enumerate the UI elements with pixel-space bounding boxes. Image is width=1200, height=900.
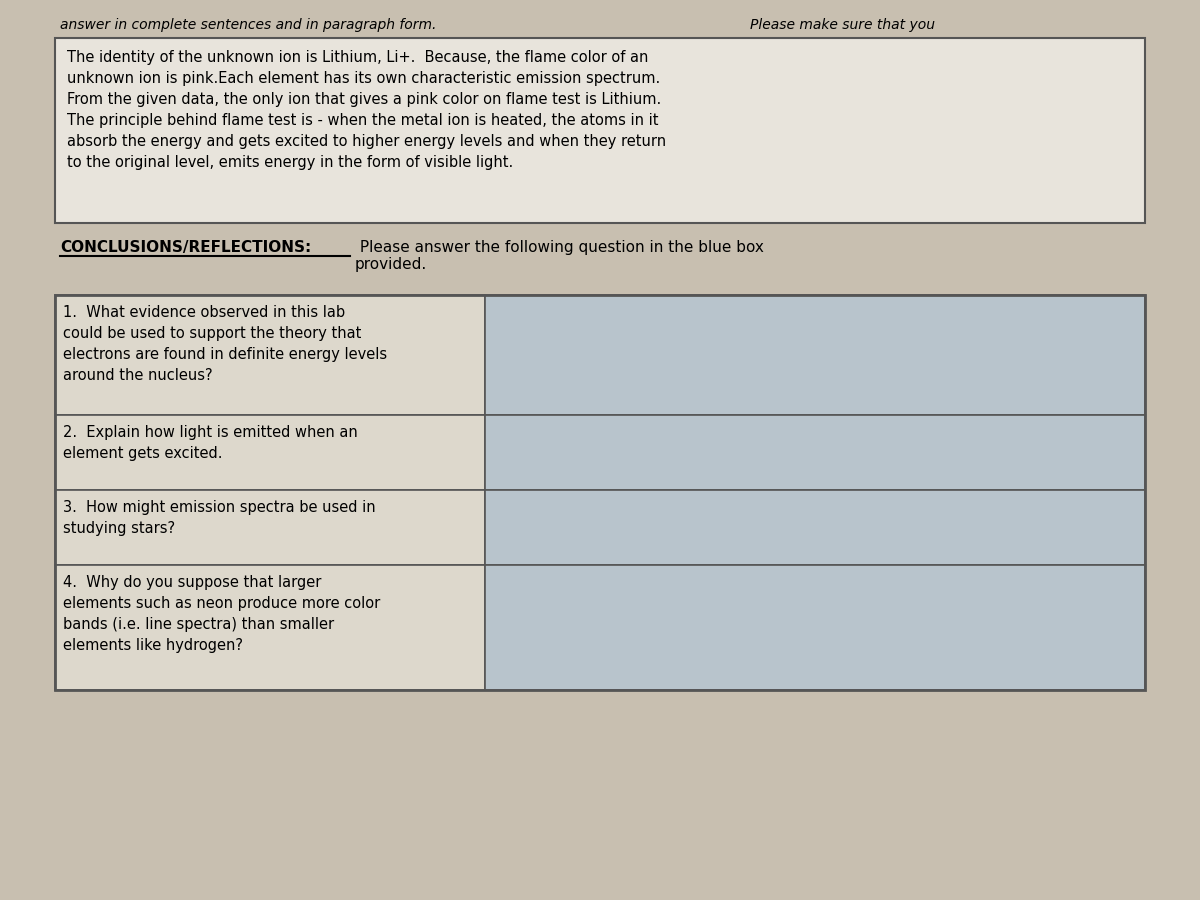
- FancyBboxPatch shape: [55, 490, 485, 565]
- FancyBboxPatch shape: [55, 38, 1145, 223]
- FancyBboxPatch shape: [55, 415, 485, 490]
- Text: CONCLUSIONS/REFLECTIONS:: CONCLUSIONS/REFLECTIONS:: [60, 240, 311, 255]
- FancyBboxPatch shape: [485, 490, 1145, 565]
- Text: 3.  How might emission spectra be used in
studying stars?: 3. How might emission spectra be used in…: [64, 500, 376, 536]
- FancyBboxPatch shape: [485, 295, 1145, 415]
- Text: Please make sure that you: Please make sure that you: [750, 18, 935, 32]
- Text: 2.  Explain how light is emitted when an
element gets excited.: 2. Explain how light is emitted when an …: [64, 425, 358, 461]
- Text: Please answer the following question in the blue box
provided.: Please answer the following question in …: [355, 240, 764, 273]
- FancyBboxPatch shape: [55, 295, 485, 415]
- FancyBboxPatch shape: [485, 565, 1145, 690]
- Text: The identity of the unknown ion is Lithium, Li+.  Because, the flame color of an: The identity of the unknown ion is Lithi…: [67, 50, 666, 170]
- Text: 4.  Why do you suppose that larger
elements such as neon produce more color
band: 4. Why do you suppose that larger elemen…: [64, 575, 380, 653]
- FancyBboxPatch shape: [485, 415, 1145, 490]
- FancyBboxPatch shape: [55, 565, 485, 690]
- Text: answer in complete sentences and in paragraph form.: answer in complete sentences and in para…: [60, 18, 437, 32]
- Text: 1.  What evidence observed in this lab
could be used to support the theory that
: 1. What evidence observed in this lab co…: [64, 305, 388, 383]
